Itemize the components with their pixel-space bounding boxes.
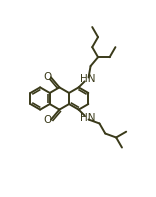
- Text: HN: HN: [80, 74, 95, 85]
- Text: O: O: [43, 115, 52, 125]
- Text: HN: HN: [80, 112, 95, 123]
- Text: O: O: [43, 72, 52, 82]
